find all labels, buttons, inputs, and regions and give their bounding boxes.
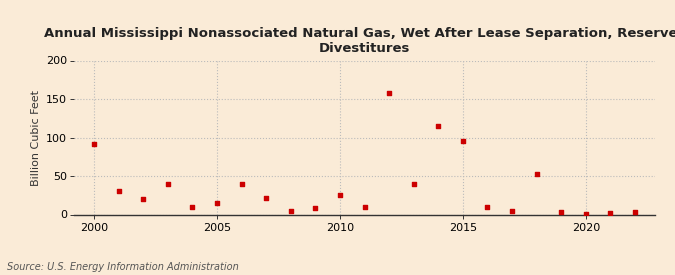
Point	[211, 201, 222, 205]
Y-axis label: Billion Cubic Feet: Billion Cubic Feet	[30, 89, 40, 186]
Point	[113, 188, 124, 193]
Point	[580, 211, 591, 216]
Point	[605, 211, 616, 215]
Point	[531, 172, 542, 177]
Text: Source: U.S. Energy Information Administration: Source: U.S. Energy Information Administ…	[7, 262, 238, 272]
Point	[286, 209, 296, 214]
Point	[236, 182, 247, 186]
Point	[383, 91, 394, 95]
Point	[507, 208, 518, 213]
Point	[359, 205, 370, 209]
Point	[138, 197, 148, 201]
Point	[556, 210, 567, 214]
Point	[408, 182, 419, 186]
Point	[310, 206, 321, 211]
Point	[261, 196, 271, 200]
Point	[433, 124, 443, 128]
Point	[335, 193, 346, 197]
Point	[162, 182, 173, 186]
Title: Annual Mississippi Nonassociated Natural Gas, Wet After Lease Separation, Reserv: Annual Mississippi Nonassociated Natural…	[44, 27, 675, 55]
Point	[88, 141, 99, 146]
Point	[630, 210, 641, 214]
Point	[482, 205, 493, 209]
Point	[458, 139, 468, 144]
Point	[187, 205, 198, 209]
